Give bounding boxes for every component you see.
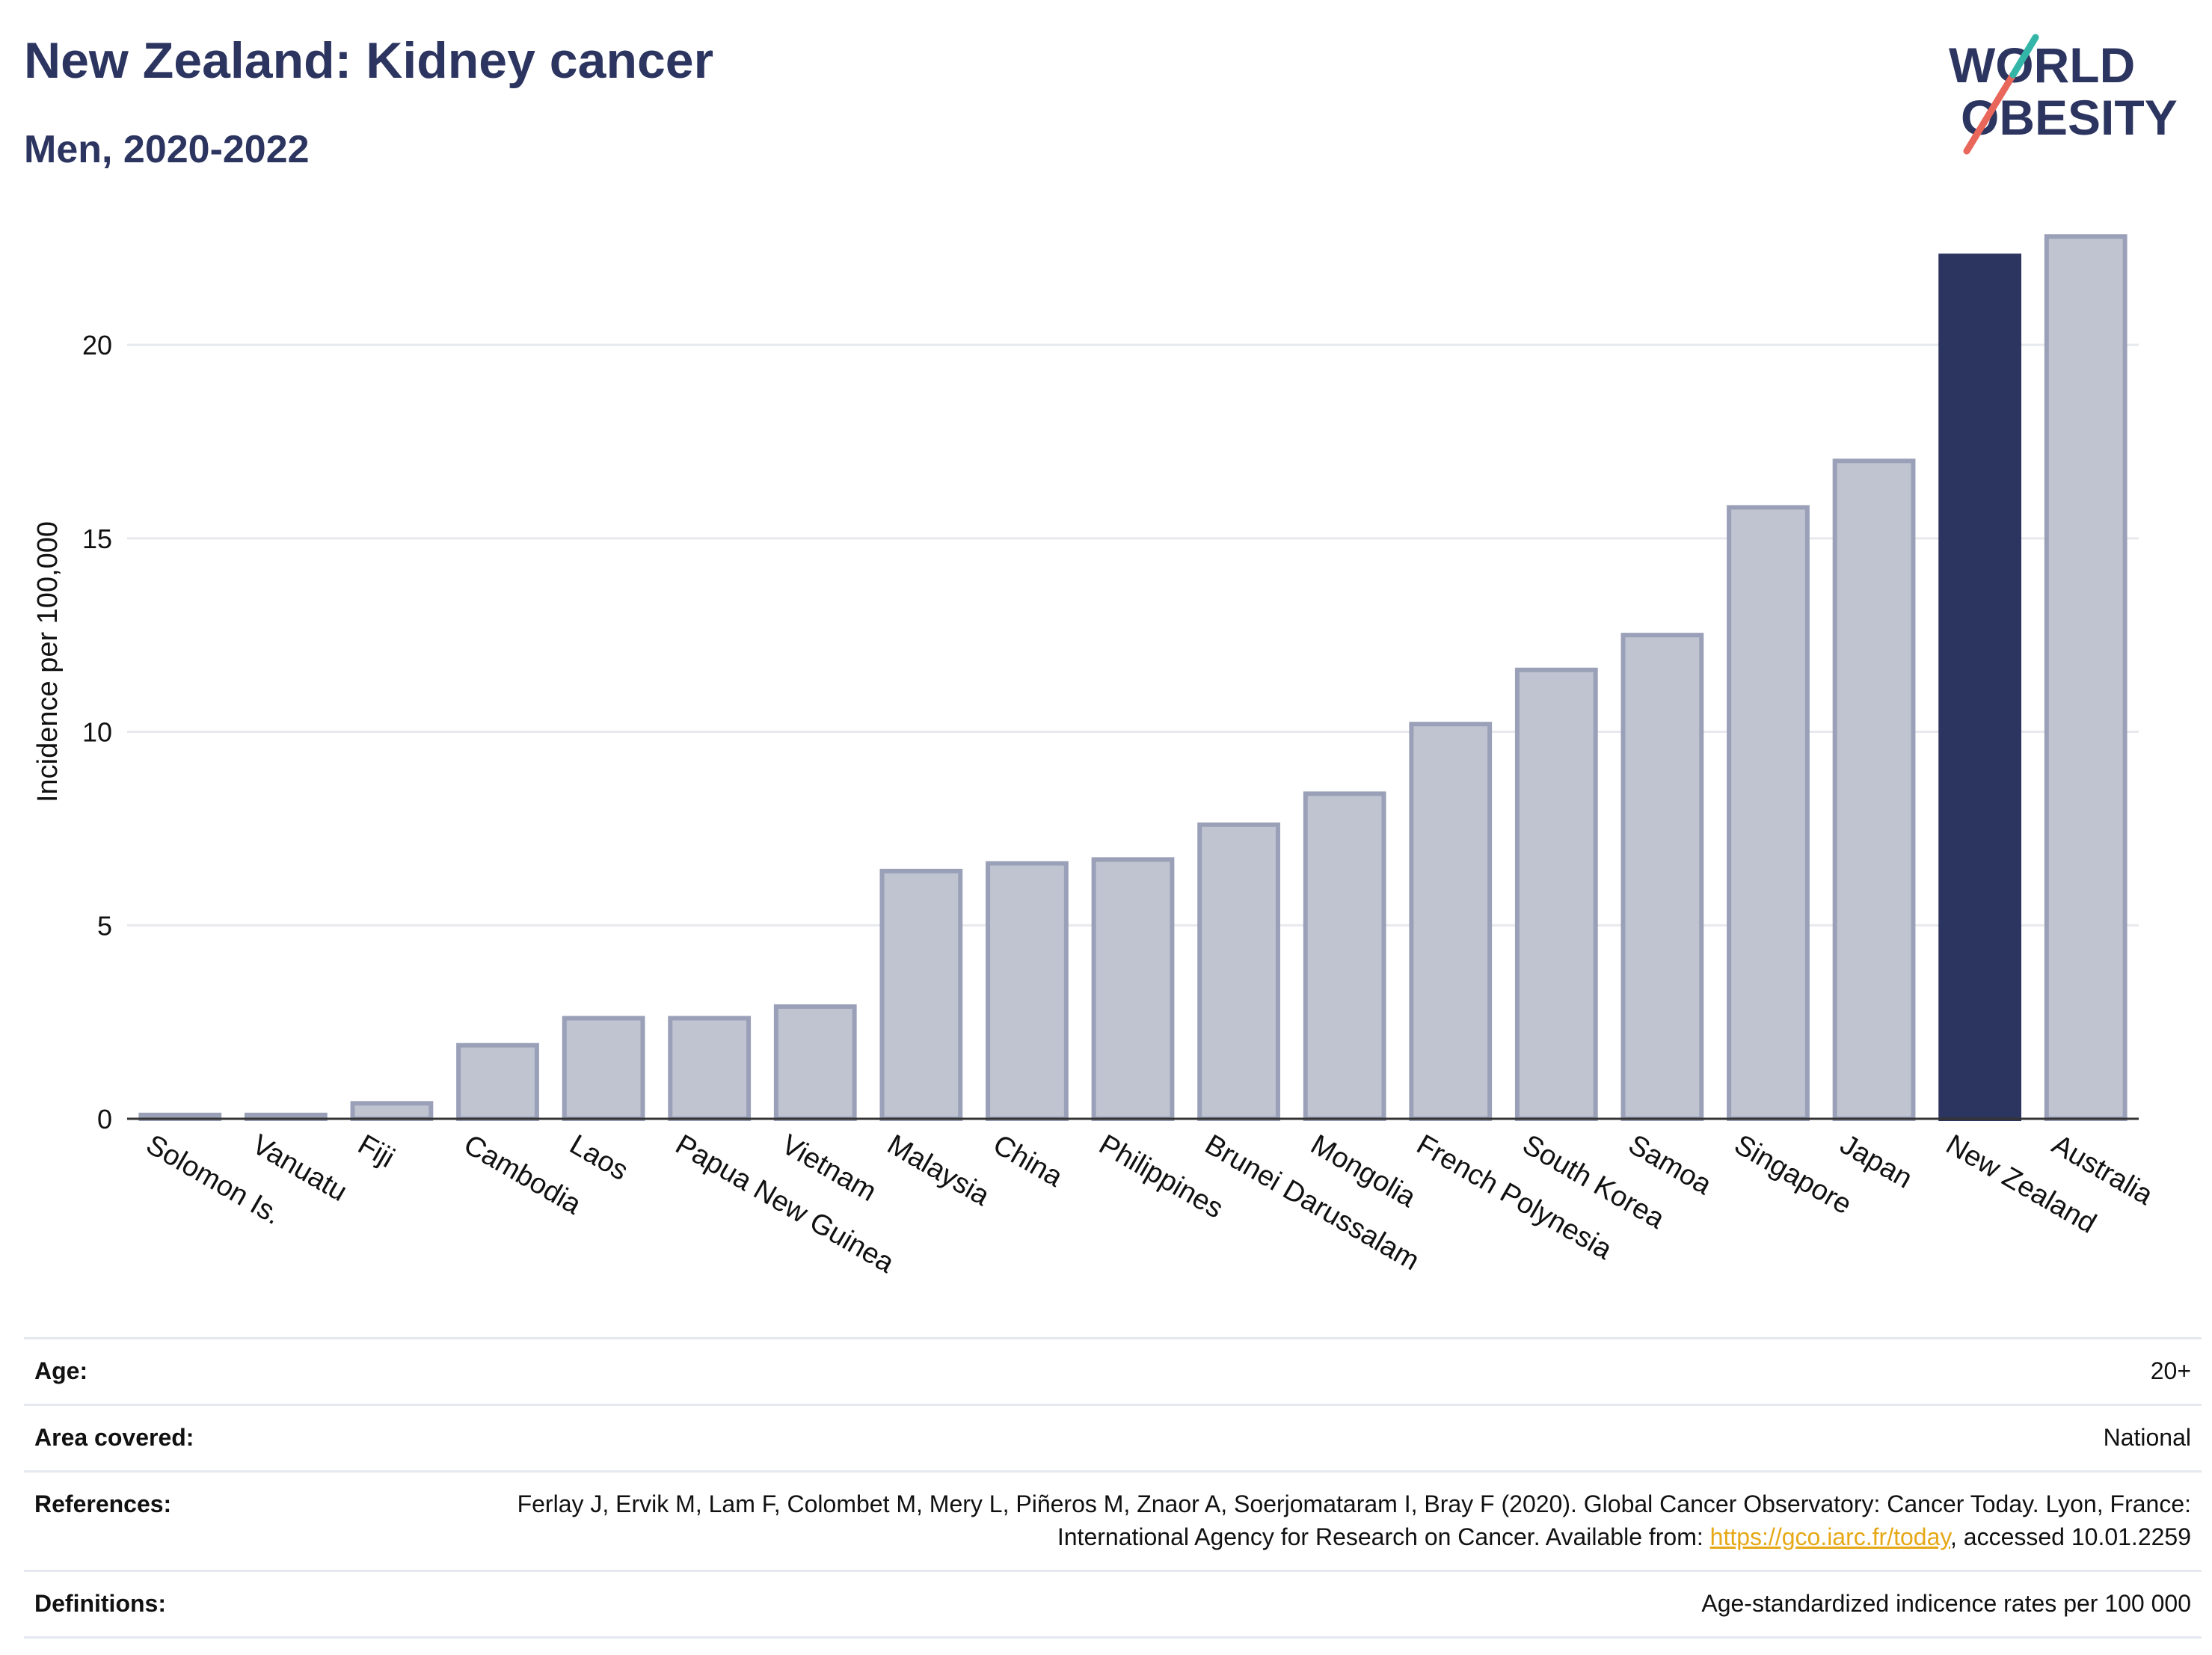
chart-title: New Zealand: Kidney cancer bbox=[24, 32, 714, 89]
definitions-label: Definitions: bbox=[34, 1590, 166, 1617]
metadata-table: Age: 20+ Area covered: National Referenc… bbox=[24, 1337, 2202, 1639]
bar-laos bbox=[562, 1016, 645, 1122]
bar-papua-new-guinea bbox=[668, 1016, 752, 1122]
bar-australia bbox=[2044, 234, 2127, 1121]
logo-line-1: WORLD bbox=[1949, 37, 2135, 93]
bar-french-polynesia bbox=[1409, 722, 1493, 1121]
bar-japan bbox=[1832, 458, 1916, 1121]
bar-singapore bbox=[1727, 505, 1810, 1121]
y-tick-label: 10 bbox=[82, 717, 112, 748]
world-obesity-logo: WORLD OBESITY bbox=[1949, 34, 2178, 155]
x-tick-label: China bbox=[988, 1129, 1069, 1193]
meta-row-references: References: Ferlay J, Ervik M, Lam F, Co… bbox=[24, 1470, 2202, 1570]
logo-slash-teal bbox=[2009, 34, 2039, 79]
references-value: Ferlay J, Ervik M, Lam F, Colombet M, Me… bbox=[471, 1487, 2191, 1553]
area-label: Area covered: bbox=[34, 1424, 194, 1451]
bar-fiji bbox=[350, 1101, 434, 1121]
x-tick-label: Malaysia bbox=[882, 1129, 995, 1212]
chart-subtitle: Men, 2020-2022 bbox=[24, 128, 310, 171]
area-value: National bbox=[2103, 1424, 2191, 1451]
logo-slash-red bbox=[1963, 71, 2017, 155]
age-value: 20+ bbox=[2150, 1357, 2191, 1384]
bar-philippines bbox=[1091, 857, 1175, 1122]
x-tick-label: Laos bbox=[565, 1129, 633, 1187]
bar-mongolia bbox=[1303, 791, 1386, 1122]
references-text: Ferlay J, Ervik M, Lam F, Colombet M, Me… bbox=[517, 1490, 2191, 1550]
bar-samoa bbox=[1620, 633, 1704, 1121]
y-tick-label: 15 bbox=[82, 523, 112, 554]
y-tick-label: 5 bbox=[97, 910, 112, 941]
bar-brunei-darussalam bbox=[1197, 822, 1280, 1122]
y-axis-label: Incidence per 100,000 bbox=[32, 521, 64, 802]
definitions-value: Age-standardized indicence rates per 100… bbox=[1701, 1590, 2191, 1617]
meta-row-area: Area covered: National bbox=[24, 1404, 2202, 1470]
bar-china bbox=[986, 861, 1069, 1121]
x-tick-label: Singapore bbox=[1729, 1129, 1857, 1220]
bar-new-zealand bbox=[1938, 254, 2022, 1121]
references-accessed: , accessed 10.01.2259 bbox=[1950, 1523, 2191, 1550]
references-label: References: bbox=[34, 1490, 172, 1517]
bar-malaysia bbox=[879, 868, 963, 1121]
bars bbox=[138, 234, 2127, 1122]
y-tick-label: 20 bbox=[82, 330, 112, 360]
x-tick-label: French Polynesia bbox=[1411, 1129, 1617, 1266]
age-label: Age: bbox=[34, 1357, 88, 1384]
x-tick-label: Japan bbox=[1835, 1129, 1918, 1194]
meta-row-definitions: Definitions: Age-standardized indicence … bbox=[24, 1570, 2202, 1639]
y-tick-label: 0 bbox=[97, 1104, 112, 1134]
references-link[interactable]: https://gco.iarc.fr/today bbox=[1709, 1523, 1950, 1550]
x-tick-label: Fiji bbox=[352, 1129, 399, 1174]
meta-row-age: Age: 20+ bbox=[24, 1337, 2202, 1404]
bar-south-korea bbox=[1514, 667, 1598, 1121]
bar-vietnam bbox=[773, 1004, 857, 1121]
bar-cambodia bbox=[456, 1043, 539, 1121]
x-tick-label: Cambodia bbox=[458, 1129, 587, 1220]
